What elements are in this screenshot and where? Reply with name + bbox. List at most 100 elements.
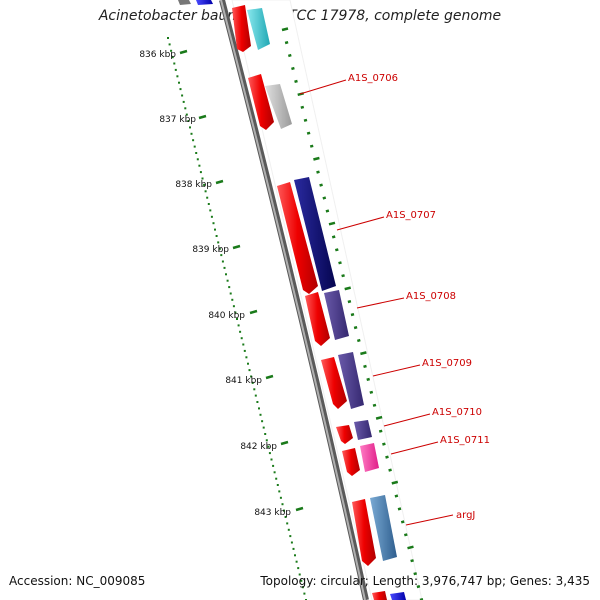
ruler-dot: [253, 388, 256, 391]
ruler-dot: [258, 407, 260, 410]
ruler-major-tick: [232, 244, 241, 250]
ruler-dot: [272, 464, 275, 467]
cog-arrow: [265, 84, 292, 129]
leader-line: [372, 364, 421, 377]
ruler-dot: [204, 190, 207, 193]
leader-line: [390, 441, 439, 455]
band-tick: [363, 364, 367, 369]
ruler-dot: [283, 509, 285, 512]
band-tick: [350, 312, 355, 317]
ruler-dot: [275, 477, 278, 480]
ruler-dot: [247, 362, 249, 365]
band-tick: [356, 338, 361, 343]
cog-arrow: [247, 8, 270, 50]
cog-arrow: [370, 495, 397, 561]
band-tick: [360, 351, 367, 356]
ruler-dot: [185, 113, 188, 116]
accession-text: Accession: NC_009085: [9, 574, 146, 588]
gene-label: A1S_0709: [422, 358, 472, 369]
ruler-dot: [279, 496, 282, 499]
band-tick: [334, 248, 339, 252]
band-tick: [294, 79, 298, 84]
cds-arrow: [336, 425, 353, 444]
ruler-dot: [290, 541, 293, 544]
ruler-dot: [174, 68, 177, 71]
ruler-dot: [228, 286, 231, 289]
cds-arrow: [232, 5, 251, 52]
band-tick: [331, 235, 336, 239]
ruler-label: 838 kbp: [175, 180, 212, 190]
ruler-dot: [179, 88, 182, 91]
ruler-dot: [270, 458, 273, 461]
ruler-dot: [273, 471, 276, 474]
band-tick: [303, 118, 308, 122]
ruler-dot: [236, 318, 238, 320]
cds-row: [178, 0, 387, 600]
ruler-dot: [264, 433, 267, 435]
cog-arrow: [324, 290, 349, 340]
ruler-dot: [268, 452, 271, 455]
cds-arrow: [321, 357, 347, 409]
ruler-dot: [206, 196, 209, 199]
band-tick: [416, 584, 421, 589]
ruler-dot: [261, 420, 264, 423]
band-tick: [407, 545, 414, 550]
ruler-dot: [189, 126, 191, 129]
ruler-dot: [242, 343, 245, 346]
ruler-dot: [303, 592, 306, 595]
ruler-dot: [248, 369, 251, 372]
ruler-dot: [281, 503, 284, 506]
ruler-dot: [276, 484, 279, 486]
band-tick: [284, 40, 289, 45]
ruler-dot: [287, 528, 290, 531]
leader-line: [383, 413, 431, 427]
cds-arrow: [352, 499, 376, 566]
ruler-dot: [207, 203, 210, 205]
ruler-dot: [178, 81, 180, 84]
ruler-dot: [196, 158, 199, 161]
leader-line: [405, 514, 454, 526]
band-tick: [316, 170, 320, 174]
ruler-dot: [294, 554, 296, 557]
band-tick: [391, 480, 399, 485]
ruler-dot: [198, 164, 201, 167]
band-tick: [313, 156, 320, 161]
ruler-dot: [295, 560, 298, 563]
band-tick: [400, 520, 405, 524]
band-tick: [385, 455, 389, 459]
band-tick: [287, 53, 292, 58]
ruler-dot: [212, 222, 215, 225]
ruler-dot: [265, 439, 268, 442]
band-tick: [397, 507, 402, 511]
gene-labels: A1S_0706 A1S_0707 A1S_0708 A1S_0709 A1S_…: [299, 73, 490, 526]
band-tick: [338, 261, 342, 265]
ruler-dot: [167, 37, 169, 39]
ruler-major-tick: [280, 440, 289, 446]
ruler-dot: [289, 535, 292, 538]
gene-label: A1S_0711: [440, 435, 490, 446]
leader-line: [299, 79, 347, 95]
ruler-dot: [286, 522, 289, 525]
ruler-dot: [240, 337, 243, 340]
ruler-dot: [267, 445, 270, 448]
ruler-dotted-line: [167, 37, 307, 600]
ruler-dot: [278, 490, 281, 493]
ruler-label: 842 kbp: [240, 442, 277, 452]
ruler-dot: [237, 324, 240, 327]
cog-arrow: [196, 0, 213, 5]
band-tick: [369, 390, 374, 394]
ruler-dot: [182, 100, 185, 103]
leader-line: [356, 297, 405, 309]
ruler-ticks: [179, 49, 304, 512]
band-tick: [306, 131, 311, 135]
ruler-dot: [245, 356, 248, 359]
band-tick: [328, 221, 336, 226]
leader-line: [336, 216, 385, 231]
ruler-dot: [215, 235, 218, 237]
ruler-dot: [173, 62, 176, 65]
ruler-dot: [209, 209, 212, 212]
ruler-major-tick: [179, 49, 188, 55]
band-tick: [382, 442, 386, 446]
ruler-dot: [232, 305, 235, 308]
ruler-dot: [176, 75, 179, 78]
